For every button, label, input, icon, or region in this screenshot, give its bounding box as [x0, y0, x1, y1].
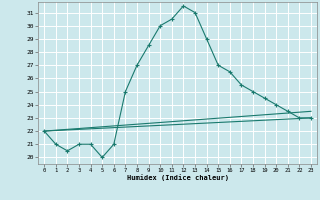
X-axis label: Humidex (Indice chaleur): Humidex (Indice chaleur): [127, 175, 228, 181]
